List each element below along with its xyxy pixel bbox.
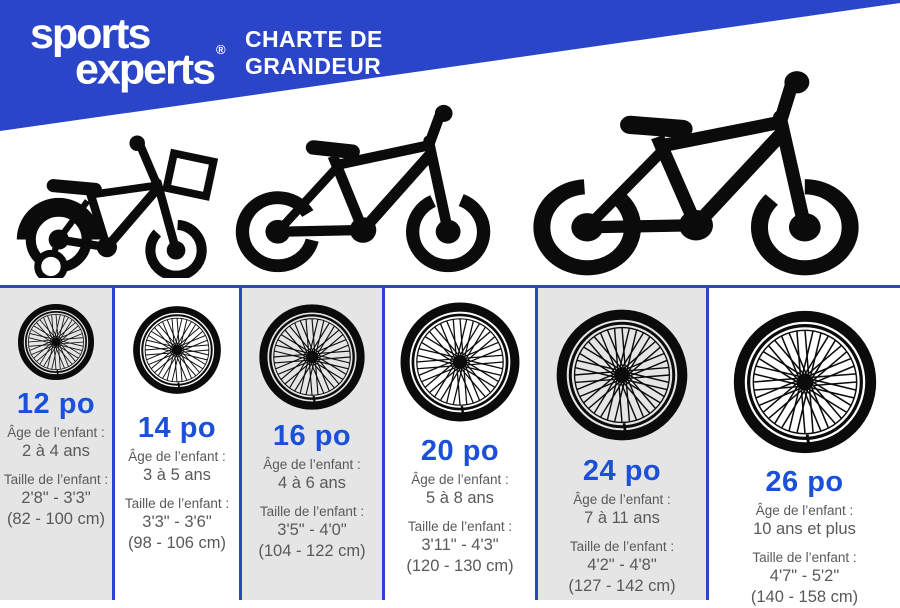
medium-bike-icon [235,104,491,273]
height-cm-value: (140 - 158 cm) [750,588,859,606]
height-cm-value: (127 - 142 cm) [568,577,676,595]
wheel-size-heading: 14 po [137,412,217,444]
size-column-26po: 26 po Âge de l’enfant : 10 ans et plus T… [706,288,900,606]
registered-trademark-symbol: ® [215,42,226,57]
age-label: Âge de l’enfant : [755,503,854,518]
height-cm-value: (98 - 106 cm) [127,534,227,552]
height-ft-value: 4'7" - 5'2" [769,567,840,585]
height-cm-value: (82 - 100 cm) [6,510,106,528]
size-column-24po: 24 po Âge de l’enfant : 7 à 11 ans Taill… [535,288,706,600]
wheel-12po-icon [0,303,112,381]
height-ft-value: 3'5" - 4'0" [277,521,347,539]
height-ft-value: 3'11" - 4'3" [421,536,499,554]
wheel-16po-icon [242,303,382,411]
age-value: 4 à 6 ans [278,474,346,492]
height-label: Taille de l’enfant : [569,539,675,554]
logo-line2: experts ® [75,42,226,91]
size-column-16po: 16 po Âge de l’enfant : 4 à 6 ans Taille… [239,288,382,600]
height-ft-value: 2'8" - 3'3" [21,489,91,507]
height-cm-value: (120 - 130 cm) [406,557,514,575]
wheel-20po-icon [385,301,535,423]
wheel-size-heading: 12 po [16,388,96,420]
wheel-size-heading: 16 po [272,420,352,452]
page-title-line1: CHARTE DE [245,26,383,52]
height-label: Taille de l’enfant : [407,519,513,534]
age-value: 2 à 4 ans [22,442,90,460]
height-ft-value: 3'3" - 3'6" [142,513,212,531]
height-cm-value: (104 - 122 cm) [258,542,366,560]
height-ft-value: 4'2" - 4'8" [587,556,657,574]
wheel-24po-icon [538,308,706,442]
sports-experts-logo: sports experts ® [30,10,226,91]
size-chart-table: 12 po Âge de l’enfant : 2 à 4 ans Taille… [0,285,900,606]
page-title: CHARTE DE GRANDEUR [245,26,383,80]
age-value: 10 ans et plus [753,520,856,538]
size-column-14po: 14 po Âge de l’enfant : 3 à 5 ans Taille… [112,288,239,600]
large-bike-icon [533,71,859,276]
age-label: Âge de l’enfant : [573,492,671,507]
age-value: 7 à 11 ans [584,509,660,527]
age-label: Âge de l’enfant : [263,457,361,472]
size-column-20po: 20 po Âge de l’enfant : 5 à 8 ans Taille… [382,288,535,600]
wheel-26po-icon [709,309,900,455]
age-label: Âge de l’enfant : [7,425,105,440]
wheel-size-heading: 26 po [765,466,844,498]
logo-line2-text: experts [75,45,216,94]
wheel-size-heading: 24 po [582,455,662,487]
age-label: Âge de l’enfant : [411,472,509,487]
logo-line1: sports [30,10,151,58]
height-label: Taille de l’enfant : [124,496,230,511]
age-label: Âge de l’enfant : [128,449,226,464]
wheel-14po-icon [115,305,239,395]
height-label: Taille de l’enfant : [259,504,365,519]
height-label: Taille de l’enfant : [3,472,109,487]
page-title-line2: GRANDEUR [245,53,382,79]
height-label: Taille de l’enfant : [752,550,857,565]
small-bike-with-training-wheels-icon [16,135,218,278]
age-value: 5 à 8 ans [426,489,494,507]
wheel-size-heading: 20 po [420,435,500,467]
size-column-12po: 12 po Âge de l’enfant : 2 à 4 ans Taille… [0,288,112,600]
age-value: 3 à 5 ans [143,466,211,484]
